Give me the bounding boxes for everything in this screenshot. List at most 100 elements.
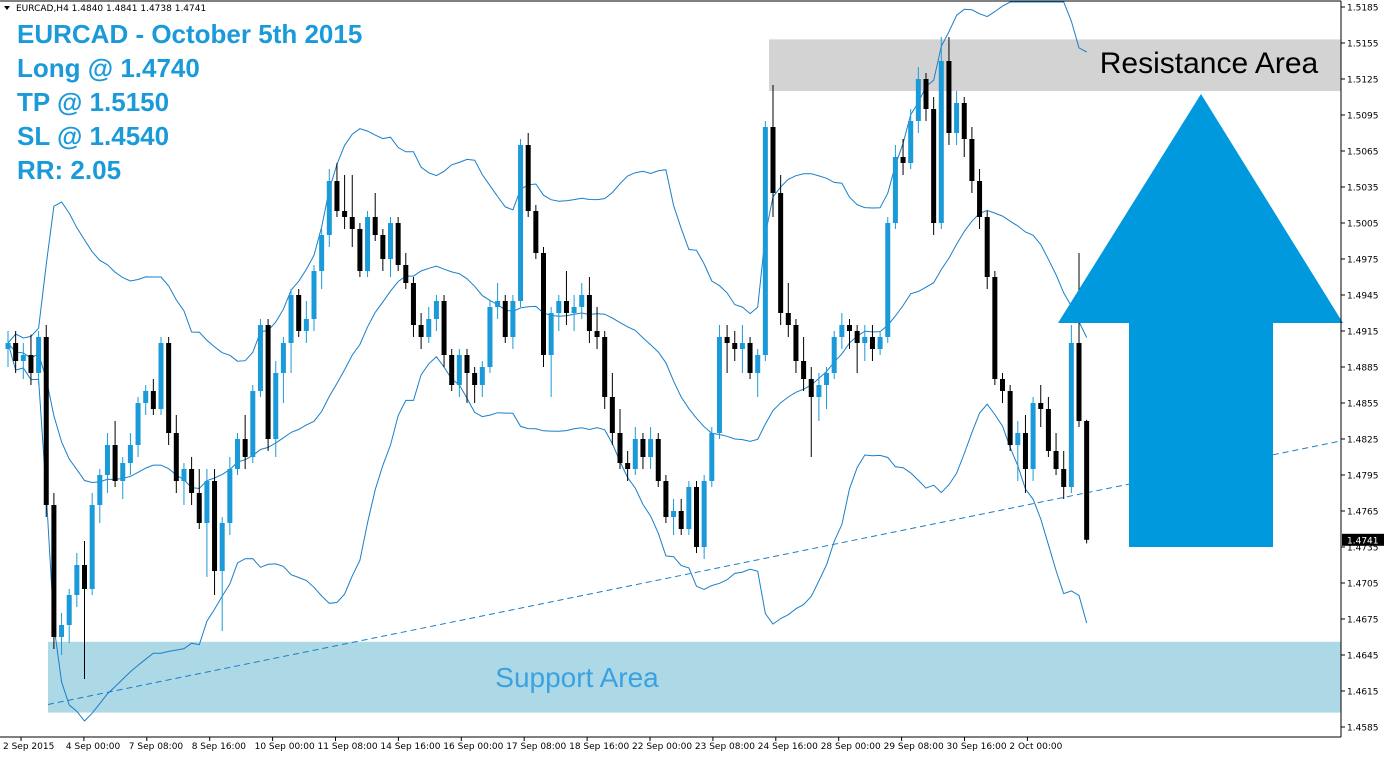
candle: [854, 325, 860, 373]
candle-body: [915, 79, 921, 121]
candle: [663, 475, 669, 523]
candle: [617, 409, 623, 469]
candle: [166, 337, 172, 445]
candle-body: [120, 463, 126, 481]
candle: [135, 397, 141, 457]
current-price-tag: [1342, 533, 1384, 546]
candle-body: [365, 217, 371, 271]
candle: [908, 109, 914, 169]
candle-body: [173, 433, 179, 481]
candle-body: [625, 463, 631, 469]
candle-body: [678, 511, 684, 529]
candle: [915, 67, 921, 133]
candle-body: [372, 217, 378, 235]
band-lower: [7, 342, 1088, 722]
candle-body: [510, 301, 516, 337]
candle-body: [495, 301, 501, 307]
menu-triangle-icon[interactable]: [4, 6, 10, 10]
candle-body: [969, 139, 975, 181]
info-title: EURCAD - October 5th 2015: [17, 19, 362, 49]
y-tick-label: 1.5155: [1347, 40, 1379, 50]
y-tick-label: 1.4885: [1347, 364, 1379, 374]
candle-body: [977, 181, 983, 217]
candle-body: [755, 355, 761, 373]
y-tick-label: 1.4915: [1347, 328, 1379, 338]
candle-body: [104, 445, 110, 475]
candle: [954, 91, 960, 145]
candle-body: [288, 295, 294, 343]
support-label: Support Area: [495, 662, 659, 693]
candle: [518, 139, 524, 307]
candle: [625, 451, 631, 481]
candle-body: [204, 481, 210, 523]
candle: [1007, 385, 1013, 451]
candle-body: [273, 373, 279, 439]
candle-body: [456, 355, 462, 385]
candle-body: [311, 271, 317, 319]
candle-body: [1038, 403, 1044, 409]
candle: [938, 37, 944, 229]
candle-body: [426, 319, 432, 337]
x-tick-label: 4 Sep 00:00: [66, 742, 121, 752]
candle-body: [602, 337, 608, 397]
candle: [104, 433, 110, 493]
candle: [311, 265, 317, 331]
info-take-profit: TP @ 1.5150: [17, 87, 169, 117]
candle-body: [961, 103, 967, 139]
candle-body: [931, 109, 937, 223]
candle: [59, 613, 65, 655]
candle: [548, 307, 554, 397]
candle-body: [900, 157, 906, 163]
candle-body: [908, 121, 914, 163]
candle-body: [579, 295, 585, 307]
candle-body: [694, 487, 699, 547]
candle: [97, 469, 103, 523]
candle-body: [563, 301, 569, 313]
candle-body: [235, 439, 240, 469]
candle: [977, 169, 983, 229]
candle-body: [984, 217, 990, 277]
candle: [525, 133, 531, 217]
candle: [533, 205, 539, 259]
candle-body: [181, 469, 187, 481]
candle-body: [808, 379, 814, 397]
x-tick-label: 23 Sep 08:00: [695, 742, 755, 752]
candle-body: [479, 367, 485, 385]
candle-body: [326, 181, 332, 235]
candle: [502, 295, 508, 343]
x-tick-label: 18 Sep 16:00: [569, 742, 629, 752]
candle-body: [410, 283, 416, 325]
candle: [66, 589, 72, 643]
candle: [219, 517, 225, 631]
candle: [74, 553, 80, 607]
candle-body: [778, 193, 784, 313]
candle-body: [28, 355, 34, 373]
candle-body: [640, 439, 646, 457]
x-tick-label: 11 Sep 08:00: [318, 742, 378, 752]
candle: [1038, 385, 1044, 427]
candle: [410, 277, 416, 337]
candle: [487, 301, 493, 373]
candle-body: [502, 301, 508, 337]
candle-body: [548, 313, 554, 355]
x-tick-label: 8 Sep 16:00: [192, 742, 247, 752]
y-tick-label: 1.5065: [1347, 148, 1379, 158]
candle-body: [135, 403, 141, 445]
candle-body: [1030, 403, 1036, 469]
y-tick-label: 1.4855: [1347, 400, 1379, 410]
candle-body: [418, 325, 424, 337]
candle: [235, 433, 240, 475]
candle: [43, 325, 49, 517]
candle-body: [732, 343, 738, 349]
candle: [1084, 419, 1090, 544]
candle-body: [824, 373, 830, 385]
y-tick-label: 1.4765: [1347, 508, 1379, 518]
x-tick-label: 2 Oct 00:00: [1009, 742, 1062, 752]
candle-body: [847, 325, 852, 331]
candle-body: [1068, 343, 1074, 487]
candle: [869, 325, 875, 361]
candle-body: [449, 355, 455, 385]
candle-body: [938, 61, 944, 223]
candle-body: [51, 505, 57, 637]
x-tick-label: 10 Sep 00:00: [255, 742, 315, 752]
